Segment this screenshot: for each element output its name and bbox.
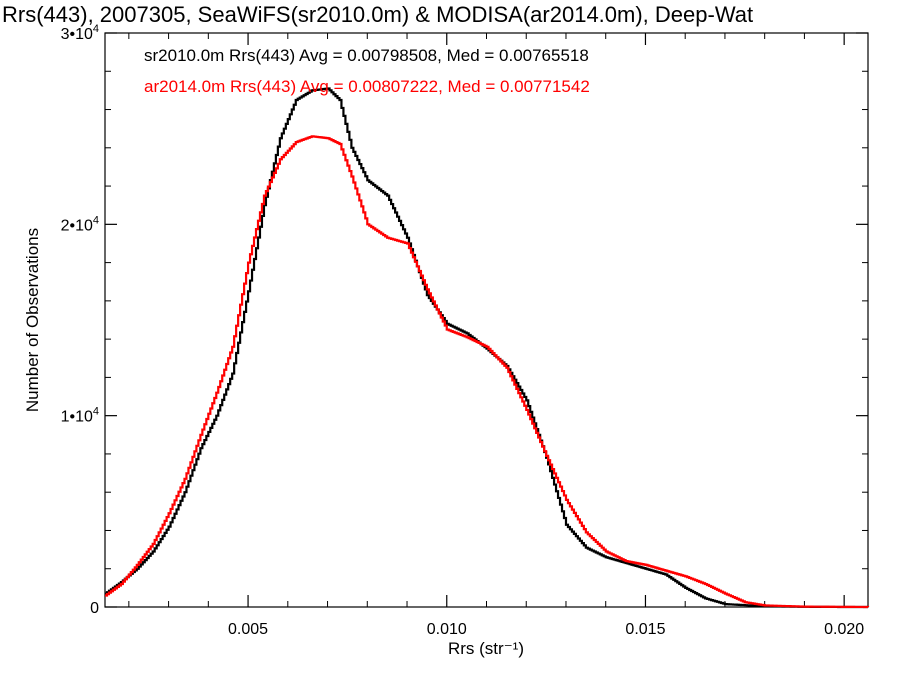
y-tick-label: 3•104 xyxy=(61,23,99,43)
y-tick-label: 2•104 xyxy=(61,214,99,234)
legend-entry-ar2014: ar2014.0m Rrs(443) Avg = 0.00807222, Med… xyxy=(144,77,590,96)
plot-area xyxy=(104,32,870,609)
chart-title: Rrs(443), 2007305, SeaWiFS(sr2010.0m) & … xyxy=(2,2,753,27)
y-tick-label: 0 xyxy=(90,600,99,617)
plot-frame xyxy=(104,32,869,608)
x-axis-label: Rrs (str⁻¹) xyxy=(448,639,524,658)
tick-labels: 0.005 0.010 0.015 0.020 0 1•104 2•104 3•104 xyxy=(61,23,865,638)
histogram-line-ar2014 xyxy=(105,135,870,609)
series-layer xyxy=(105,87,870,609)
x-tick-label: 0.015 xyxy=(625,621,665,638)
legend-entry-sr2010: sr2010.0m Rrs(443) Avg = 0.00798508, Med… xyxy=(144,46,589,65)
axis-ticks xyxy=(105,32,868,608)
y-axis-label: Number of Observations xyxy=(23,228,42,412)
y-tick-label: 1•104 xyxy=(61,406,99,426)
x-tick-label: 0.010 xyxy=(427,621,467,638)
x-tick-label: 0.005 xyxy=(228,621,268,638)
x-tick-label: 0.020 xyxy=(824,621,864,638)
